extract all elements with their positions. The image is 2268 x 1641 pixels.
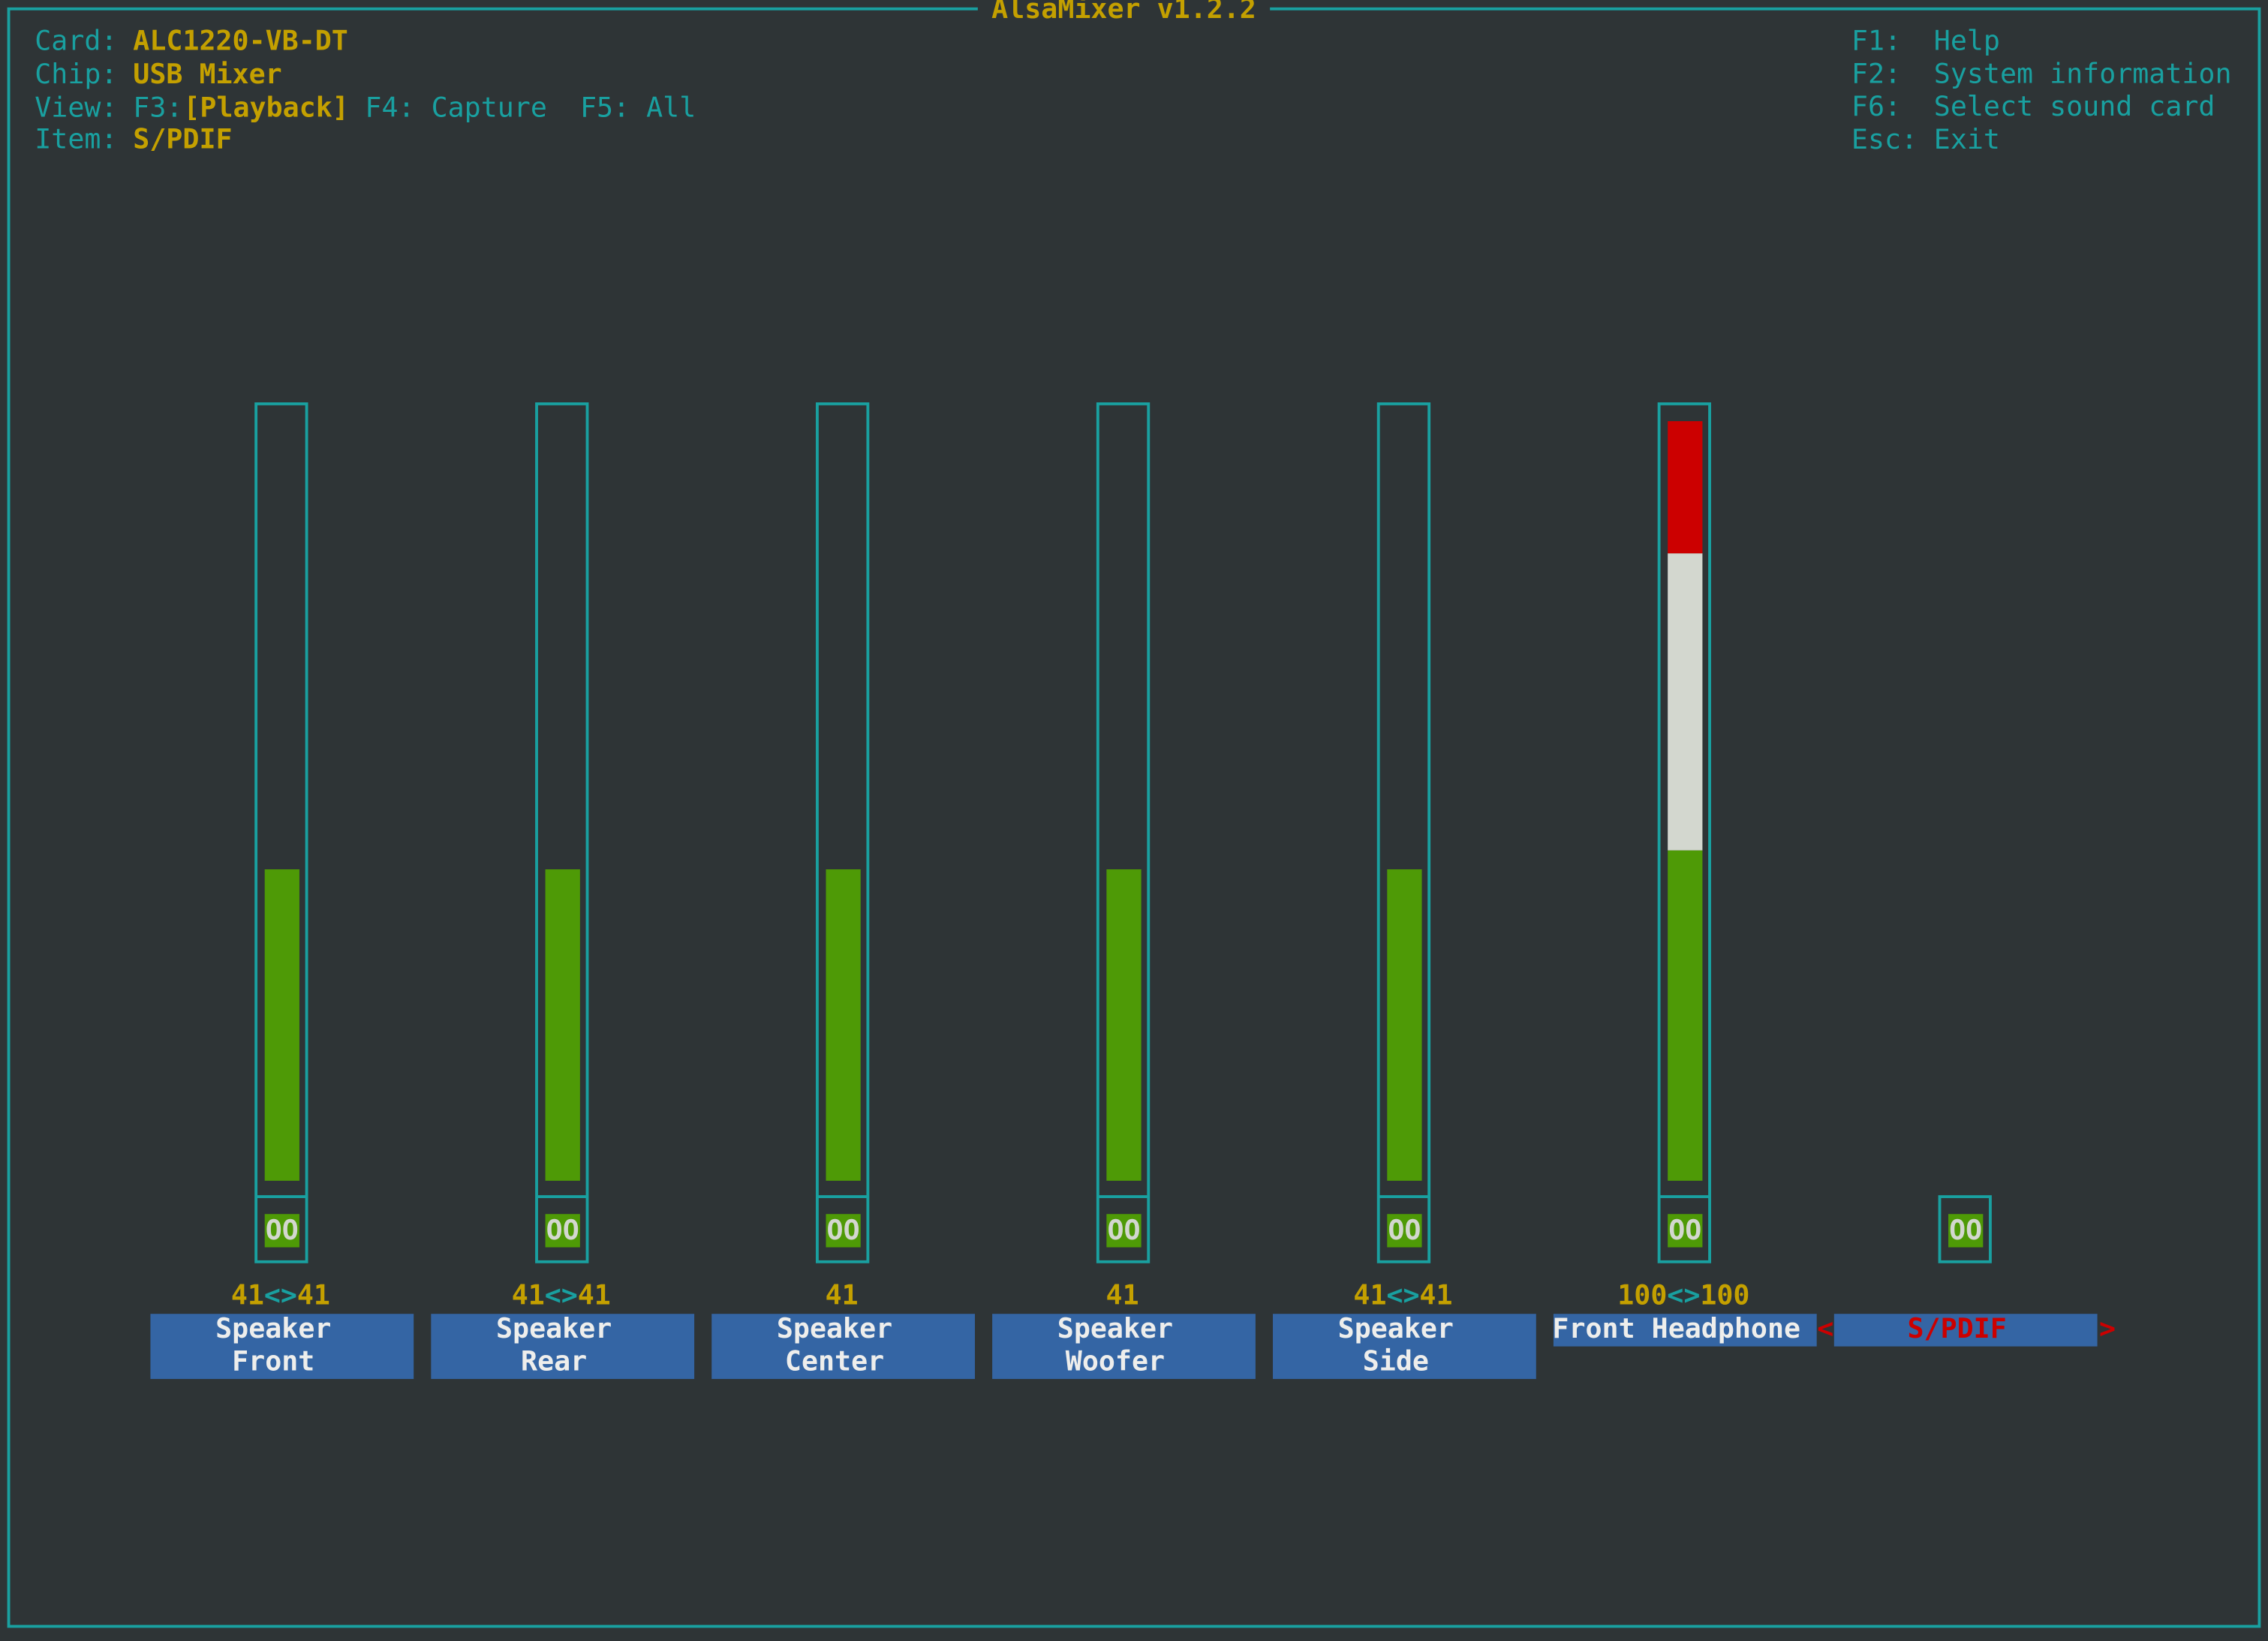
selection-marker: > — [2099, 1312, 2116, 1344]
help: F1: Help F2: System information F6: Select so… — [1851, 25, 2232, 155]
name-box — [1273, 1314, 1536, 1379]
switch-frame — [1938, 1195, 1992, 1263]
help-key: Esc: — [1851, 123, 1918, 155]
volume-bar — [826, 869, 861, 1181]
view-current: [Playback] — [183, 91, 348, 123]
slider-frame — [1657, 402, 1711, 1263]
help-key: F6: — [1851, 90, 1901, 122]
help-text: Help — [1934, 25, 2000, 57]
level: 41 — [826, 1279, 859, 1311]
slider-frame — [1376, 402, 1431, 1263]
control-name: Speaker — [1338, 1312, 1454, 1344]
control-name: S/PDIF — [1908, 1312, 2007, 1344]
level-right: 100 — [1700, 1279, 1749, 1311]
mute-label: OO — [827, 1214, 860, 1246]
help-key: F2: — [1851, 57, 1901, 89]
name-box — [1833, 1314, 2098, 1347]
mute-box — [1948, 1214, 1984, 1248]
help-text: Exit — [1934, 123, 2000, 155]
volume-bar — [1387, 869, 1422, 1181]
slider-frame — [535, 402, 589, 1263]
level-right: 41 — [297, 1279, 330, 1311]
control-name: Speaker — [215, 1312, 331, 1344]
info-label: Card: — [35, 25, 117, 57]
mute-label: OO — [1107, 1214, 1140, 1246]
level-separator: <> — [1667, 1279, 1700, 1311]
view-others: F4: Capture F5: All — [365, 91, 696, 123]
volume-bar — [1668, 553, 1703, 851]
name-box — [711, 1314, 975, 1379]
level-left: 41 — [1353, 1279, 1386, 1311]
volume-bar — [264, 869, 299, 1181]
level-right: 41 — [578, 1279, 611, 1311]
info-label: View: — [35, 91, 117, 123]
mute-label: OO — [266, 1214, 299, 1246]
volume-bar — [1668, 421, 1703, 554]
help-key: F1: — [1851, 25, 1901, 57]
help-text: Select sound card — [1934, 90, 2215, 122]
selection-marker: < — [1817, 1312, 1833, 1344]
level-right: 41 — [1419, 1279, 1452, 1311]
mute-box — [1668, 1214, 1703, 1248]
mute-label: OO — [546, 1214, 579, 1246]
info-value: USB Mixer — [133, 58, 281, 90]
control-name: Side — [1363, 1344, 1429, 1377]
level-separator: <> — [1386, 1279, 1419, 1311]
view-key: F3: — [133, 91, 182, 123]
name-box — [150, 1314, 414, 1379]
mute-box — [264, 1214, 299, 1248]
info-label: Chip: — [35, 58, 117, 90]
info-label: Item: — [35, 123, 117, 155]
volume-bar — [545, 869, 580, 1181]
control-name: Woofer — [1066, 1344, 1165, 1377]
title-gap — [977, 0, 1271, 21]
level-left: 100 — [1617, 1279, 1667, 1311]
help-text: System information — [1934, 57, 2232, 89]
control-name: Front Headphone — [1552, 1312, 1800, 1344]
mute-box — [826, 1214, 861, 1248]
slider-frame — [1096, 402, 1151, 1263]
name-box — [431, 1314, 695, 1379]
control-name: Speaker — [496, 1312, 612, 1344]
info: Card: ALC1220-VB-DT Chip: USB Mixer View… — [35, 25, 696, 155]
name-box — [1553, 1314, 1817, 1347]
mute-label: OO — [1388, 1214, 1421, 1246]
level-separator: <> — [545, 1279, 578, 1311]
control-name: Center — [785, 1344, 884, 1377]
mute-label: OO — [1949, 1214, 1982, 1246]
mute-box — [1106, 1214, 1142, 1248]
volume-bar — [1668, 850, 1703, 1181]
control-name: Speaker — [1057, 1312, 1173, 1344]
volume-bar — [1106, 869, 1142, 1181]
mute-box — [1387, 1214, 1422, 1248]
window-title: AlsaMixer v1.2.2 — [991, 0, 1256, 25]
control-name: Front — [232, 1344, 314, 1377]
info-value: ALC1220-VB-DT — [133, 25, 348, 57]
control-name: Speaker — [777, 1312, 892, 1344]
info-value: S/PDIF — [133, 123, 232, 155]
mute-label: OO — [1668, 1214, 1701, 1246]
level: 41 — [1106, 1279, 1139, 1311]
level-separator: <> — [264, 1279, 297, 1311]
mute-box — [545, 1214, 580, 1248]
name-box — [992, 1314, 1256, 1379]
level-left: 41 — [231, 1279, 264, 1311]
slider-frame — [254, 402, 308, 1263]
level-left: 41 — [512, 1279, 545, 1311]
control-name: Rear — [521, 1344, 587, 1377]
slider-frame — [815, 402, 870, 1263]
